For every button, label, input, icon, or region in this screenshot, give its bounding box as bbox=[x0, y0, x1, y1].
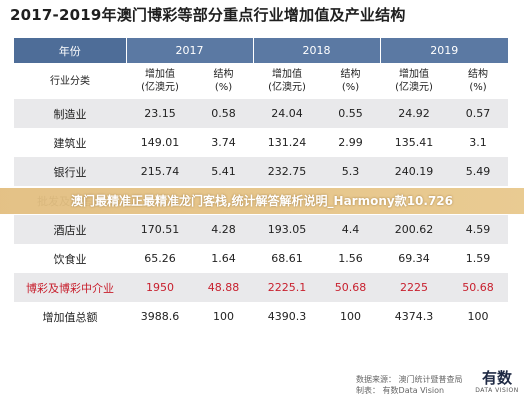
row-category: 银行业 bbox=[14, 157, 126, 186]
year-2017-header: 2017 bbox=[125, 38, 253, 63]
row-category: 制造业 bbox=[14, 99, 126, 128]
cell-value: 131.24 bbox=[253, 128, 321, 157]
cell-value: 23.15 bbox=[126, 99, 194, 128]
cell-value: 5.3 bbox=[321, 157, 380, 186]
table-row: 制造业 23.15 0.58 24.04 0.55 24.92 0.57 bbox=[14, 99, 508, 128]
cell-value: 135.41 bbox=[380, 128, 448, 157]
cell-value: 0.57 bbox=[448, 99, 508, 128]
cell-value: 48.88 bbox=[194, 273, 253, 302]
cell-value: 4390.3 bbox=[253, 302, 321, 331]
table-row: 饮食业 65.26 1.64 68.61 1.56 69.34 1.59 bbox=[14, 244, 508, 273]
cell-value: 50.68 bbox=[448, 273, 508, 302]
table-row: 增加值总额 3988.6 100 4390.3 100 4374.3 100 bbox=[14, 302, 508, 331]
cell-value: 100 bbox=[321, 302, 380, 331]
cell-value: 149.01 bbox=[126, 128, 194, 157]
row-category: 酒店业 bbox=[14, 215, 126, 244]
cell-value: 2.99 bbox=[321, 128, 380, 157]
year-header-row: 年份 2017 2018 2019 bbox=[14, 38, 508, 63]
cell-value: 24.04 bbox=[253, 99, 321, 128]
cell-value: 170.51 bbox=[126, 215, 194, 244]
cell-value: 4374.3 bbox=[380, 302, 448, 331]
cell-value: 0.55 bbox=[321, 99, 380, 128]
logo-subtext: DATA VISION bbox=[475, 387, 519, 394]
cell-value: 5.41 bbox=[194, 157, 253, 186]
cell-value: 69.34 bbox=[380, 244, 448, 273]
cell-value: 1.64 bbox=[194, 244, 253, 273]
page-title: 2017-2019年澳门博彩等部分重点行业增加值及产业结构 bbox=[10, 6, 406, 24]
cell-value: 50.68 bbox=[321, 273, 380, 302]
col-header: 结构 (%) bbox=[194, 63, 253, 99]
table-row: 博彩及博彩中介业 1950 48.88 2225.1 50.68 2225 50.68 bbox=[14, 273, 508, 302]
cell-value: 100 bbox=[448, 302, 508, 331]
table-row: 酒店业 170.51 4.28 193.05 4.4 200.62 4.59 bbox=[14, 215, 508, 244]
row-category: 博彩及博彩中介业 bbox=[14, 273, 126, 302]
cell-value: 1.59 bbox=[448, 244, 508, 273]
col-header: 增加值 (亿澳元) bbox=[380, 63, 448, 99]
col-header: 结构 (%) bbox=[448, 63, 508, 99]
col-header: 增加值 (亿澳元) bbox=[126, 63, 194, 99]
table-row: 银行业 215.74 5.41 232.75 5.3 240.19 5.49 bbox=[14, 157, 508, 186]
cell-value: 4.59 bbox=[448, 215, 508, 244]
cell-value: 100 bbox=[194, 302, 253, 331]
cell-value: 0.58 bbox=[194, 99, 253, 128]
cell-value: 1950 bbox=[126, 273, 194, 302]
year-2019-header: 2019 bbox=[379, 38, 508, 63]
cell-value: 215.74 bbox=[126, 157, 194, 186]
category-header: 行业分类 bbox=[14, 63, 126, 99]
logo-text: 有数 bbox=[481, 369, 512, 387]
cell-value: 3.74 bbox=[194, 128, 253, 157]
cell-value: 200.62 bbox=[380, 215, 448, 244]
col-header: 结构 (%) bbox=[321, 63, 380, 99]
cell-value: 1.56 bbox=[321, 244, 380, 273]
cell-value: 5.49 bbox=[448, 157, 508, 186]
cell-value: 193.05 bbox=[253, 215, 321, 244]
maker-line: 制表： 有数Data Vision bbox=[356, 386, 445, 395]
cell-value: 4.4 bbox=[321, 215, 380, 244]
row-category: 增加值总额 bbox=[14, 302, 126, 331]
cell-value: 68.61 bbox=[253, 244, 321, 273]
overlay-banner: 澳门最精准正最精准龙门客栈,统计解答解析说明_Harmony款10.726 bbox=[0, 188, 524, 214]
source-note: 数据来源： 澳门统计暨普查局 制表： 有数Data Vision bbox=[356, 374, 468, 396]
brand-logo: 有数 DATA VISION bbox=[474, 370, 520, 398]
cell-value: 2225 bbox=[380, 273, 448, 302]
row-category: 饮食业 bbox=[14, 244, 126, 273]
corner-label: 年份 bbox=[14, 38, 126, 63]
cell-value: 240.19 bbox=[380, 157, 448, 186]
cell-value: 3988.6 bbox=[126, 302, 194, 331]
cell-value: 2225.1 bbox=[253, 273, 321, 302]
cell-value: 232.75 bbox=[253, 157, 321, 186]
row-category: 建筑业 bbox=[14, 128, 126, 157]
source-line: 数据来源： 澳门统计暨普查局 bbox=[356, 375, 463, 384]
col-header: 增加值 (亿澳元) bbox=[253, 63, 321, 99]
year-2018-header: 2018 bbox=[252, 38, 380, 63]
cell-value: 3.1 bbox=[448, 128, 508, 157]
cell-value: 4.28 bbox=[194, 215, 253, 244]
table-row: 建筑业 149.01 3.74 131.24 2.99 135.41 3.1 bbox=[14, 128, 508, 157]
industry-table: 年份 2017 2018 2019 行业分类 增加值 (亿澳元) 结构 (%) 增加… bbox=[14, 38, 508, 331]
column-header-row: 行业分类 增加值 (亿澳元) 结构 (%) 增加值 (亿澳元) 结构 (%) 增加值 (亿… bbox=[14, 63, 508, 99]
cell-value: 24.92 bbox=[380, 99, 448, 128]
cell-value: 65.26 bbox=[126, 244, 194, 273]
